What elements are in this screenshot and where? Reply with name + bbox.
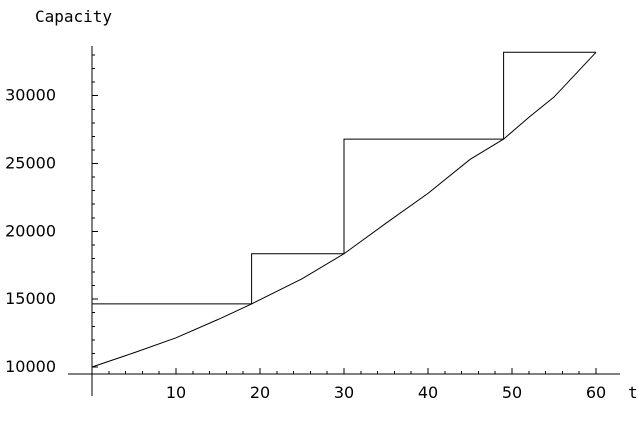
y-tick-label: 25000 <box>5 154 56 173</box>
y-tick-label: 30000 <box>5 86 56 105</box>
x-tick-label: 50 <box>502 383 522 402</box>
x-tick-label: 30 <box>334 383 354 402</box>
tick-labels: 10 20 30 40 50 60 10000 15000 20000 25000 30000 <box>5 86 606 402</box>
x-tick-label: 10 <box>166 383 186 402</box>
y-axis-label: Capacity <box>35 7 112 26</box>
x-axis-label: t <box>628 383 638 402</box>
capacity-curve-line <box>91 51 597 368</box>
y-tick-label: 15000 <box>5 289 56 308</box>
y-tick-label: 20000 <box>5 221 56 240</box>
x-tick-label: 20 <box>250 383 270 402</box>
capacity-step-line <box>92 51 596 305</box>
tick-marks <box>92 54 597 374</box>
y-tick-label: 10000 <box>5 357 56 376</box>
series-lines <box>91 51 597 368</box>
x-tick-label: 60 <box>586 383 606 402</box>
x-tick-label: 40 <box>418 383 438 402</box>
